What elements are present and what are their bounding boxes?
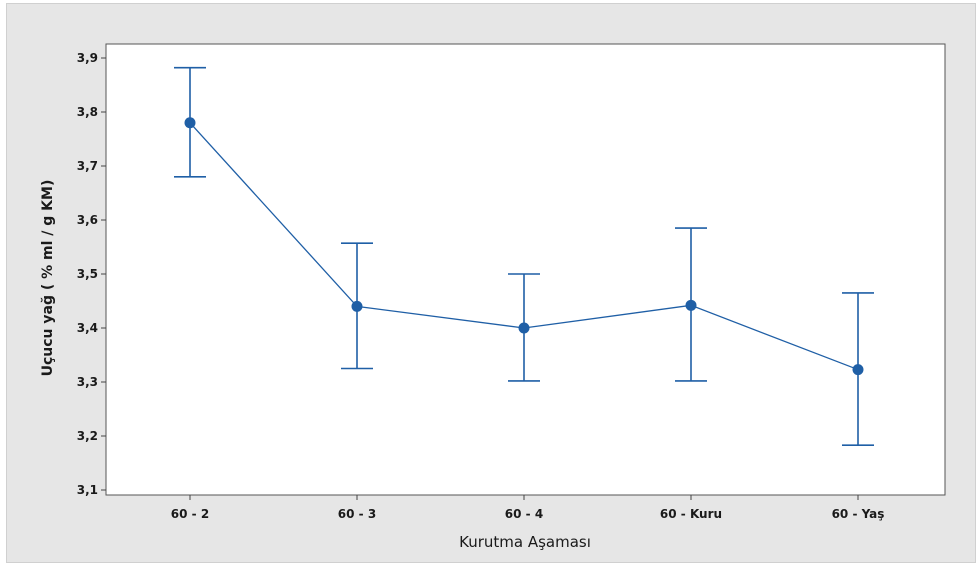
plot-area [105, 43, 946, 496]
x-tick-label: 60 - 4 [505, 507, 543, 521]
y-tick-label: 3,4 [77, 321, 98, 335]
y-tick-label: 3,3 [77, 375, 98, 389]
y-tick-label: 3,6 [77, 213, 98, 227]
series-group [174, 66, 874, 446]
y-axis: 3,1 3,2 3,3 3,4 3,5 3,6 3,7 3,8 3,9 [77, 51, 106, 497]
y-tick-label: 3,2 [77, 429, 98, 443]
y-axis-title: Uçucu yağ ( % ml / g KM) [40, 180, 56, 377]
y-tick-label: 3,7 [77, 159, 98, 173]
mean-point [518, 322, 530, 334]
x-tick-label: 60 - 3 [338, 507, 376, 521]
mean-point [351, 300, 363, 312]
x-tick-label: 60 - 2 [171, 507, 209, 521]
y-tick-label: 3,9 [77, 51, 98, 65]
x-axis-title: Kurutma Aşaması [459, 533, 591, 551]
y-tick-label: 3,1 [77, 483, 98, 497]
mean-point [184, 117, 196, 129]
mean-point [852, 364, 864, 376]
x-tick-label: 60 - Kuru [660, 507, 722, 521]
mean-point [685, 299, 697, 311]
x-tick-label: 60 - Yaş [832, 507, 885, 521]
y-tick-label: 3,8 [77, 105, 98, 119]
y-tick-label: 3,5 [77, 267, 98, 281]
x-axis: 60 - 2 60 - 3 60 - 4 60 - Kuru 60 - Yaş [171, 495, 885, 521]
